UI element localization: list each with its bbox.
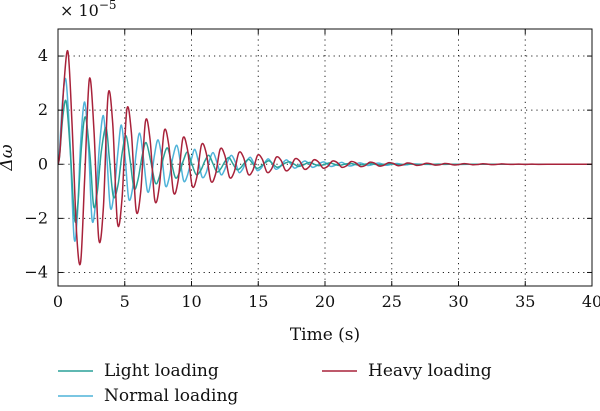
y-multiplier-exponent: −5 bbox=[99, 0, 117, 12]
x-tick-label: 30 bbox=[448, 292, 468, 311]
series-line-heavy-loading bbox=[58, 49, 592, 266]
y-tick-label: −4 bbox=[24, 262, 48, 281]
tick-labels: 0 5 10 15 20 25 30 35 40 −4 −2 0 2 4 bbox=[24, 46, 600, 311]
ticks bbox=[57, 29, 593, 286]
legend: Light loading Normal loading Heavy loading bbox=[58, 361, 492, 406]
legend-label-heavy-loading: Heavy loading bbox=[368, 361, 492, 381]
legend-label-normal-loading: Normal loading bbox=[104, 386, 238, 406]
y-tick-label: 2 bbox=[38, 100, 48, 119]
y-tick-label: 4 bbox=[38, 46, 48, 65]
x-axis-label: Time (s) bbox=[290, 325, 360, 345]
x-tick-label: 35 bbox=[515, 292, 535, 311]
y-tick-label: −2 bbox=[24, 208, 48, 227]
x-tick-label: 40 bbox=[582, 292, 600, 311]
legend-label-light-loading: Light loading bbox=[104, 361, 219, 381]
x-tick-label: 15 bbox=[248, 292, 268, 311]
x-tick-label: 0 bbox=[53, 292, 63, 311]
grid bbox=[58, 29, 592, 286]
y-axis-label: Δω bbox=[0, 144, 17, 171]
y-tick-label: 0 bbox=[38, 154, 48, 173]
x-tick-label: 5 bbox=[120, 292, 130, 311]
y-multiplier-base: × 10 bbox=[60, 1, 99, 20]
series-layer bbox=[58, 49, 592, 266]
x-tick-label: 20 bbox=[315, 292, 335, 311]
series-line-normal-loading bbox=[58, 77, 592, 243]
x-tick-label: 10 bbox=[181, 292, 201, 311]
y-multiplier-label: × 10−5 bbox=[60, 0, 117, 20]
series-line-light-loading bbox=[58, 99, 592, 224]
x-tick-label: 25 bbox=[382, 292, 402, 311]
